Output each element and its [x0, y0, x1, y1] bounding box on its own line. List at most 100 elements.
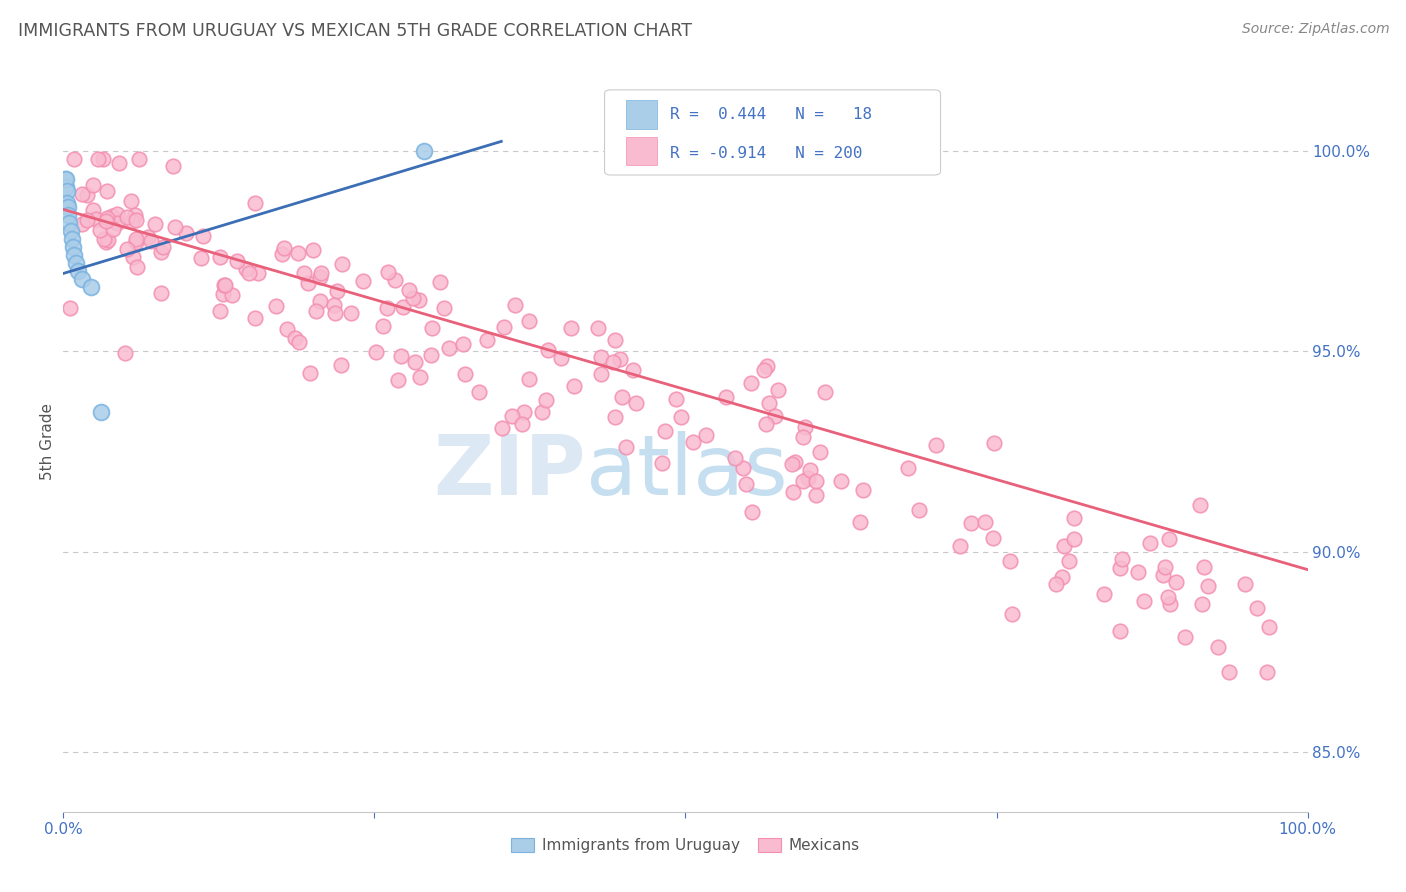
- Text: Source: ZipAtlas.com: Source: ZipAtlas.com: [1241, 22, 1389, 37]
- Point: [389, 350, 412, 364]
- Point: [974, 516, 997, 530]
- Point: [62, 153, 84, 167]
- Point: [740, 376, 762, 391]
- Point: [782, 484, 804, 499]
- Point: [1111, 551, 1133, 566]
- Point: [141, 234, 163, 248]
- Point: [453, 336, 475, 351]
- Point: [492, 319, 515, 334]
- Point: [58, 201, 80, 215]
- Point: [1174, 631, 1197, 645]
- Point: [163, 219, 186, 234]
- Point: [1218, 665, 1240, 679]
- Point: [287, 334, 309, 349]
- Point: [830, 474, 852, 488]
- Point: [908, 502, 931, 516]
- Point: [402, 291, 425, 305]
- Point: [287, 246, 309, 260]
- Point: [124, 231, 146, 245]
- Point: [72, 217, 94, 231]
- Point: [330, 257, 353, 271]
- Point: [1233, 577, 1256, 591]
- Point: [91, 153, 114, 167]
- Point: [1109, 624, 1132, 638]
- Point: [162, 159, 184, 173]
- Point: [120, 194, 142, 208]
- Point: [96, 184, 118, 198]
- Point: [513, 405, 536, 419]
- Point: [609, 351, 631, 366]
- Point: [780, 457, 803, 471]
- Point: [752, 363, 775, 377]
- Point: [714, 390, 737, 404]
- Point: [562, 378, 585, 392]
- Point: [792, 475, 814, 489]
- Point: [128, 153, 150, 167]
- Point: [503, 298, 526, 312]
- Point: [603, 333, 626, 347]
- Point: [305, 304, 328, 318]
- Point: [384, 272, 406, 286]
- Point: [949, 539, 972, 553]
- Point: [89, 222, 111, 236]
- Point: [420, 347, 443, 361]
- Point: [273, 241, 295, 255]
- Point: [235, 261, 257, 276]
- Point: [852, 483, 875, 497]
- Point: [1192, 560, 1215, 574]
- Point: [322, 298, 344, 312]
- Point: [1153, 560, 1175, 574]
- Point: [1191, 597, 1213, 611]
- Point: [454, 367, 477, 381]
- Point: [517, 372, 540, 386]
- Point: [1157, 532, 1180, 546]
- Point: [70, 186, 93, 201]
- Point: [799, 462, 821, 476]
- Point: [76, 213, 98, 227]
- Point: [101, 209, 124, 223]
- Point: [149, 245, 172, 260]
- Point: [67, 264, 90, 278]
- Point: [501, 409, 523, 423]
- Point: [1063, 510, 1085, 524]
- Point: [429, 275, 451, 289]
- Point: [768, 383, 790, 397]
- Point: [375, 301, 398, 316]
- Point: [651, 456, 673, 470]
- Point: [1206, 640, 1229, 654]
- Point: [214, 278, 236, 293]
- Point: [654, 424, 676, 438]
- Point: [797, 471, 820, 485]
- Point: [221, 288, 243, 302]
- Point: [105, 207, 128, 221]
- Point: [136, 230, 159, 244]
- Point: [125, 260, 148, 275]
- Point: [591, 367, 613, 381]
- Point: [352, 274, 374, 288]
- Point: [115, 210, 138, 224]
- Point: [339, 306, 361, 320]
- Point: [56, 196, 79, 211]
- Point: [1159, 597, 1181, 611]
- Point: [793, 420, 815, 434]
- Point: [724, 450, 747, 465]
- Point: [756, 359, 779, 373]
- Point: [65, 256, 87, 270]
- Point: [735, 477, 758, 491]
- Point: [152, 240, 174, 254]
- Point: [150, 286, 173, 301]
- Point: [93, 232, 115, 246]
- Point: [682, 435, 704, 450]
- Point: [59, 224, 82, 238]
- Point: [1109, 561, 1132, 575]
- Point: [1256, 665, 1278, 679]
- Point: [101, 221, 124, 235]
- Point: [309, 266, 332, 280]
- Point: [62, 240, 84, 254]
- Point: [96, 211, 118, 226]
- FancyBboxPatch shape: [626, 101, 657, 128]
- Point: [56, 185, 79, 199]
- Point: [605, 409, 627, 424]
- Point: [264, 299, 287, 313]
- Point: [1197, 579, 1219, 593]
